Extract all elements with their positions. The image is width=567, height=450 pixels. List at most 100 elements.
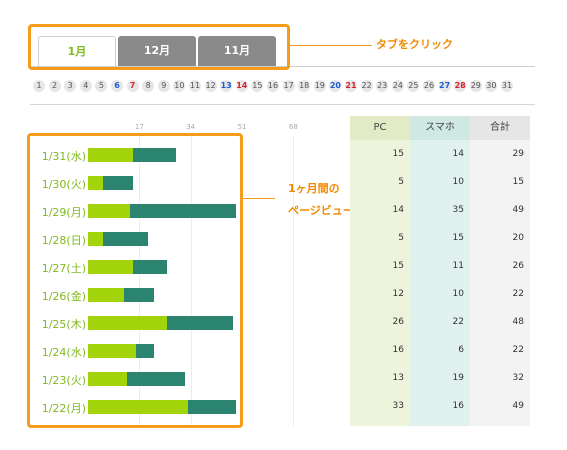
day-2[interactable]: 2 [48,80,61,92]
cell-total: 22 [512,345,524,355]
bar-smartphone [130,204,236,218]
bar-pc [88,400,188,414]
bar-smartphone [166,316,233,330]
total-column-header: 合計 [470,116,530,140]
day-17[interactable]: 17 [282,80,295,92]
bar-pc [88,148,134,162]
bar-pc [88,288,125,302]
cell-sp: 14 [452,149,464,159]
bar-smartphone [133,148,176,162]
tab-november[interactable]: 11月 [198,36,276,66]
day-3[interactable]: 3 [64,80,77,92]
gridline [190,136,192,426]
day-24[interactable]: 24 [391,80,404,92]
pc-column-header: PC [350,116,410,140]
bar-pc [88,344,137,358]
day-6[interactable]: 6 [111,80,123,92]
day-14[interactable]: 14 [235,80,248,92]
day-10[interactable]: 10 [173,80,186,92]
day-21[interactable]: 21 [345,80,357,92]
row-date-label: 1/26(金) [41,290,86,303]
day-23[interactable]: 23 [376,80,389,92]
bar-smartphone [136,344,155,358]
day-9[interactable]: 9 [157,80,170,92]
cell-sp: 15 [452,233,464,243]
tab-underline [30,66,535,67]
row-date-label: 1/24(水) [41,346,86,359]
day-1[interactable]: 1 [33,80,45,92]
day-12[interactable]: 12 [204,80,217,92]
tab-january[interactable]: 1月 [38,36,116,67]
chart-callout-line [243,198,275,199]
row-date-label: 1/25(木) [41,318,86,331]
cell-total: 49 [512,401,524,411]
gridline [293,136,295,426]
axis-tick-label: 17 [134,123,144,131]
day-8[interactable]: 8 [142,80,155,92]
chart-callout-box [27,133,243,428]
day-27[interactable]: 27 [438,80,451,92]
bar-pc [88,316,167,330]
axis-tick-label: 68 [288,123,298,131]
day-30[interactable]: 30 [485,80,498,92]
month-tab-bar: 1月 12月 11月 [36,36,281,67]
bar-smartphone [133,260,167,274]
day-18[interactable]: 18 [298,80,311,92]
bar-pc [88,232,104,246]
cell-sp: 10 [452,289,464,299]
bar-pc [88,176,104,190]
day-20[interactable]: 20 [329,80,342,92]
chart-callout-text-1: 1ヶ月間の [288,182,340,195]
bar-smartphone [187,400,236,414]
gridline [139,136,141,426]
bar-smartphone [124,288,155,302]
cell-pc: 13 [392,373,404,383]
day-26[interactable]: 26 [423,80,435,92]
cell-total: 49 [512,205,524,215]
row-date-label: 1/27(土) [41,262,86,275]
row-date-label: 1/22(月) [41,402,86,415]
sp-column-header: スマホ [410,116,470,140]
day-31[interactable]: 31 [501,80,513,92]
day-16[interactable]: 16 [267,80,279,92]
axis-tick-label: 51 [237,123,247,131]
bar-smartphone [103,176,134,190]
row-date-label: 1/28(日) [41,234,86,247]
cell-pc: 5 [398,177,404,187]
day-28[interactable]: 28 [454,80,467,92]
cell-pc: 5 [398,233,404,243]
day-25[interactable]: 25 [407,80,420,92]
row-date-label: 1/31(水) [41,150,86,163]
total-column-bg [470,116,530,426]
bar-smartphone [103,232,149,246]
row-date-label: 1/23(火) [41,374,86,387]
bar-pc [88,260,134,274]
tab-callout-line [290,45,372,46]
day-29[interactable]: 29 [469,80,482,92]
day-5[interactable]: 5 [95,80,108,92]
day-22[interactable]: 22 [360,80,373,92]
cell-pc: 16 [392,345,404,355]
tab-callout-box [28,24,290,70]
cell-pc: 14 [392,205,404,215]
day-15[interactable]: 15 [251,80,264,92]
cell-sp: 10 [452,177,464,187]
sp-column-bg [410,116,470,426]
cell-total: 48 [512,317,524,327]
cell-total: 22 [512,289,524,299]
cell-total: 20 [512,233,524,243]
divider [30,104,535,105]
cell-pc: 15 [392,149,404,159]
day-13[interactable]: 13 [220,80,233,92]
day-7[interactable]: 7 [126,80,139,92]
tab-december[interactable]: 12月 [118,36,196,66]
day-11[interactable]: 11 [189,80,201,92]
tab-callout-text: タブをクリック [376,38,453,51]
cell-sp: 22 [452,317,464,327]
cell-sp: 19 [452,373,464,383]
cell-total: 32 [512,373,524,383]
pc-column-bg [350,116,410,426]
day-19[interactable]: 19 [313,80,326,92]
cell-total: 29 [512,149,524,159]
day-4[interactable]: 4 [79,80,92,92]
